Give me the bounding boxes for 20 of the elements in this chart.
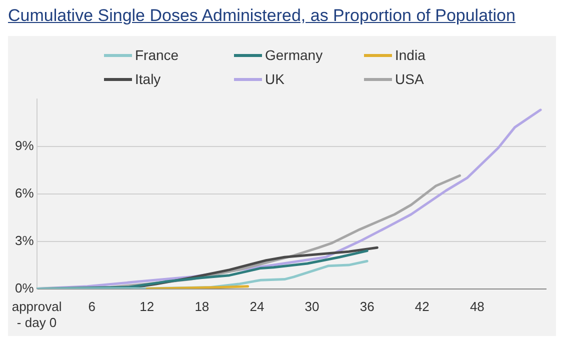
legend-label: Italy [135,71,161,87]
x-tick-label: 48 [470,299,484,314]
legend-label: France [135,47,179,63]
legend-label: India [395,47,426,63]
x-tick-label: 24 [250,299,264,314]
x-tick-label: 6 [88,299,96,314]
x-tick-label: 18 [194,299,210,314]
x-tick-label: 30 [304,299,320,314]
x-tick-label: 12 [140,299,154,314]
y-tick-label: 9% [14,138,34,153]
x-tick-label: approval - day 0 [12,299,62,330]
chart-title: Cumulative Single Doses Administered, as Proportion of Population [8,6,516,26]
y-tick-label: 3% [14,232,34,248]
legend-label: UK [265,71,284,87]
y-tick-label: 6% [14,185,34,200]
legend-label: USA [395,71,424,87]
legend-label: Germany [265,47,323,63]
y-tick-label: 0% [14,280,34,296]
x-tick-label: 42 [414,299,430,314]
x-tick-label: 36 [360,299,374,314]
